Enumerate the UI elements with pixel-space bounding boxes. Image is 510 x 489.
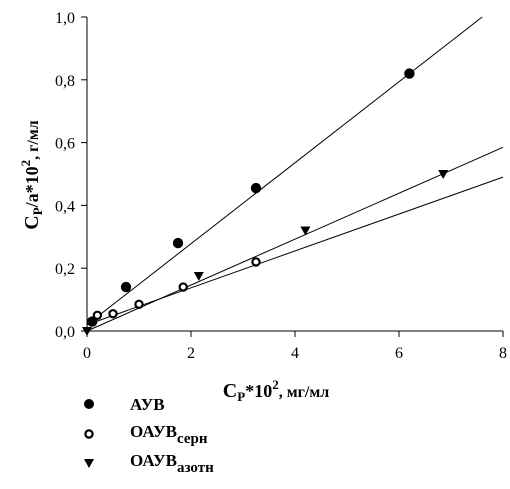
data-point-series-1 xyxy=(251,257,261,267)
x-tick-label: 4 xyxy=(291,345,299,362)
x-ticks: 0 2 4 6 8 xyxy=(83,331,507,362)
fit-line-series-1 xyxy=(86,176,504,326)
svg-text:ОАУВсерн: ОАУВсерн xyxy=(130,422,208,447)
data-point-series-1 xyxy=(134,299,144,310)
data-point-series-2 xyxy=(438,170,449,179)
legend-label-subscript: азотн xyxy=(177,460,214,476)
x-axis-title: CP*102, мг/мл xyxy=(223,377,329,404)
legend-label: ОАУВ xyxy=(130,422,177,441)
fit-lines xyxy=(86,16,504,332)
data-point-series-2 xyxy=(82,327,92,336)
x-tick-label: 6 xyxy=(395,345,403,362)
data-points xyxy=(82,68,449,336)
data-point-series-1 xyxy=(108,309,118,319)
data-point-series-1 xyxy=(178,282,188,292)
y-tick-label: 1,0 xyxy=(55,10,75,27)
x-tick-label: 0 xyxy=(83,345,91,362)
data-point-series-0 xyxy=(120,281,132,293)
data-point-series-2 xyxy=(300,226,311,236)
legend-marker-open-circle xyxy=(84,429,94,439)
x-tick-label: 8 xyxy=(499,345,507,362)
legend-label: АУВ xyxy=(130,395,165,414)
y-ticks: 0,0 0,2 0,4 0,6 0,8 1,0 xyxy=(55,10,87,341)
data-point-series-1 xyxy=(92,310,103,320)
legend-label: ОАУВ xyxy=(130,451,177,470)
fit-line-series-2 xyxy=(86,146,504,332)
legend-item-oauv-azotn: ОАУВазотн xyxy=(84,451,214,476)
legend-label-subscript: серн xyxy=(177,431,208,447)
legend-item-auv: АУВ xyxy=(84,395,165,414)
y-tick-label: 0,6 xyxy=(55,136,75,153)
legend-item-oauv-sern: ОАУВсерн xyxy=(84,422,208,447)
svg-text:АУВ: АУВ xyxy=(130,395,165,414)
data-point-series-0 xyxy=(172,237,184,249)
y-tick-label: 0,2 xyxy=(55,261,75,278)
data-point-series-0 xyxy=(404,68,415,79)
y-tick-label: 0,4 xyxy=(55,198,75,215)
y-axis-title: CP/a*102, г/мл xyxy=(18,120,45,230)
x-tick-label: 2 xyxy=(187,345,195,362)
data-point-series-0 xyxy=(250,182,262,194)
svg-text:ОАУВазотн: ОАУВазотн xyxy=(130,451,214,476)
fit-line-series-0 xyxy=(86,16,483,326)
y-tick-label: 0,8 xyxy=(55,73,75,90)
legend: АУВ ОАУВсерн ОАУВазотн xyxy=(84,395,214,476)
data-point-series-2 xyxy=(193,272,204,282)
y-tick-label: 0,0 xyxy=(55,324,75,341)
legend-marker-filled-triangle-down xyxy=(84,459,94,468)
legend-marker-filled-circle xyxy=(84,399,94,409)
